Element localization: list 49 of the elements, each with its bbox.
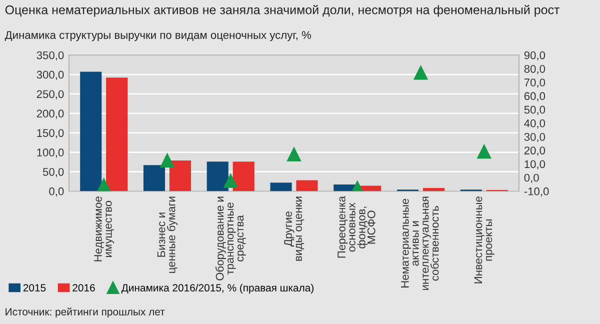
y2-tick-label: 90,0 [524, 51, 546, 61]
x-tick-label: Нематериальные активы и интеллектуальная собственность [401, 196, 439, 290]
text: Источник: рейтинги прошлых лет [6, 308, 165, 318]
point [160, 154, 174, 168]
y2-tick-label: 10,0 [524, 160, 546, 170]
bar [270, 182, 292, 192]
y2-tick-label: 0,0 [524, 174, 539, 183]
x-tick-label: Оборудование и транспортные средства [215, 196, 246, 280]
y-tick-label: 350,0 [36, 51, 64, 61]
y-tick-label: 100,0 [37, 148, 64, 158]
point [287, 147, 301, 162]
point [477, 144, 492, 159]
y2-tick-label: 20,0 [524, 146, 546, 156]
y-tick-label: 150,0 [37, 129, 64, 138]
chart-subtitle: Динамика структуры выручки по видам оценочных услуг, % [4, 31, 312, 42]
legend-label: Динамика 2016/2015, % (правая шкала) [121, 284, 314, 294]
bar [232, 162, 254, 192]
x-tick-label: Бизнес и ценные бумаги [157, 196, 178, 273]
x-tick-label: Другие виды оценки [284, 196, 304, 261]
y-tick-label: 200,0 [36, 110, 64, 119]
x-tick-label: Переоценка основных фондов, МСФО [338, 196, 376, 258]
chart-title: Оценка нематериальных активов не заняла значимой доли, несмотря на феноменальный рост [5, 4, 560, 17]
bar [360, 186, 382, 192]
point [414, 66, 428, 80]
bar [206, 162, 228, 192]
bar [169, 160, 192, 192]
x-tick-label: Инвестиционные проекты [474, 196, 494, 284]
legend-label: 2015 [23, 284, 46, 292]
bar [296, 180, 318, 192]
x-tick-label: Недвижимое имущество [94, 196, 114, 262]
bar [106, 78, 128, 192]
point [224, 174, 238, 188]
bar [334, 184, 356, 192]
y2-tick-label: 70,0 [524, 78, 546, 88]
y2-tick-label: 40,0 [524, 119, 546, 129]
y2-tick-label: 60,0 [524, 92, 546, 102]
y-tick-label: 300,0 [36, 70, 64, 80]
y-tick-label: 250,0 [36, 90, 64, 100]
y-tick-label: 50,0 [42, 168, 64, 178]
y2-tick-label: 30,0 [524, 132, 546, 142]
y-tick-label: 0,0 [49, 187, 64, 197]
y2-tick-label: -10,0 [524, 187, 549, 197]
y2-tick-label: 80,0 [524, 64, 546, 74]
bar [143, 165, 166, 192]
y2-tick-label: 50,0 [524, 106, 546, 115]
point [96, 178, 111, 192]
legend-label: 2016 [72, 284, 95, 292]
bar [80, 72, 102, 192]
bar [422, 188, 445, 192]
